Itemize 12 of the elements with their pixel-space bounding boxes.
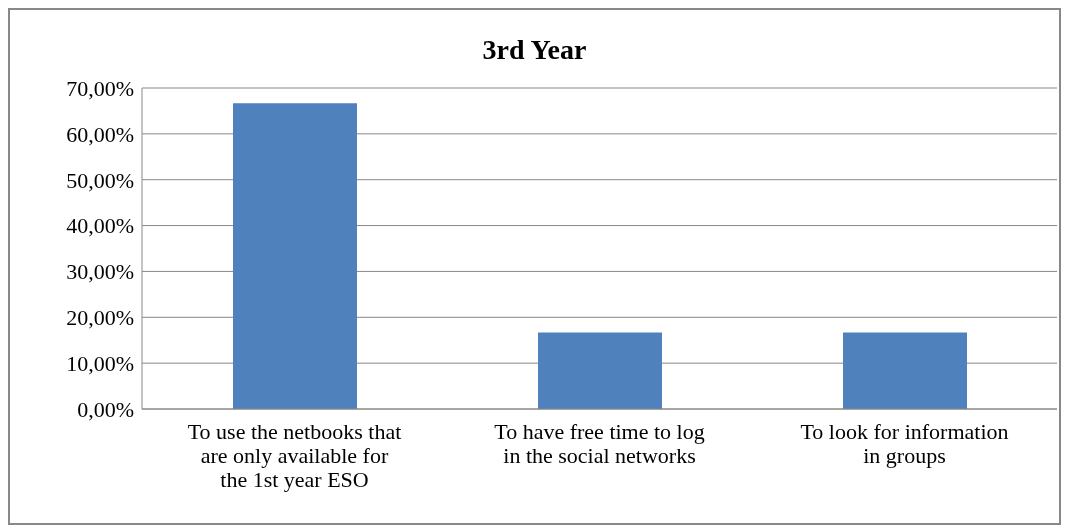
y-tick-label: 10,00% [66, 350, 134, 376]
x-tick-label: To use the netbooks that are only available for the 1st year ESO [187, 419, 402, 492]
y-tick-label: 40,00% [66, 213, 134, 239]
x-tick-label: To have free time to log in the social networks [494, 419, 705, 468]
y-tick-label: 70,00% [66, 75, 134, 101]
y-tick-label: 20,00% [66, 305, 134, 331]
y-tick-label: 60,00% [66, 121, 134, 147]
chart-title: 3rd Year [481, 34, 588, 67]
x-tick-label: To look for information in groups [800, 419, 1009, 468]
y-tick-label: 30,00% [66, 259, 134, 285]
y-tick-label: 0,00% [77, 396, 134, 422]
y-tick-label: 50,00% [66, 167, 134, 193]
